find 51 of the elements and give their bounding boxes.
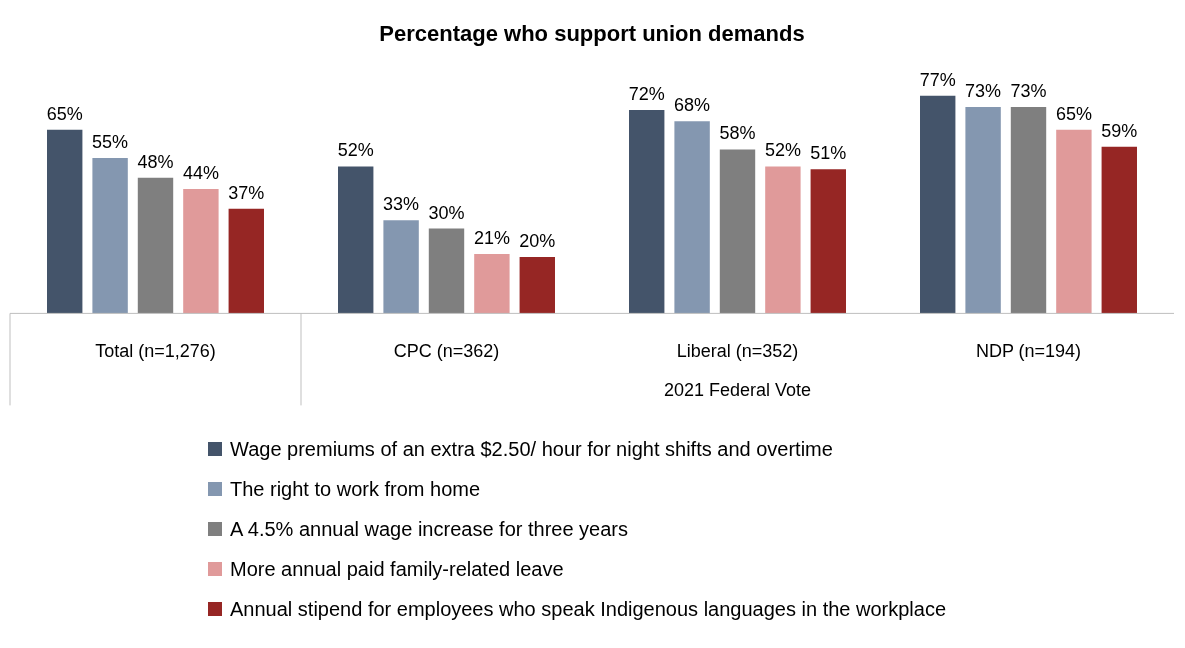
text: 2021 Federal Vote — [663, 380, 812, 401]
x-tick-label: Total (n=1,276) — [95, 341, 216, 362]
bar — [228, 208, 264, 314]
x-tick-label: Liberal (n=352) — [676, 341, 799, 362]
bar — [137, 177, 174, 314]
data-label: 52% — [764, 140, 801, 161]
legend-label: More annual paid family-related leave — [230, 557, 564, 581]
data-label: 51% — [810, 143, 847, 164]
data-label: 73% — [965, 81, 1002, 102]
legend-label: The right to work from home — [230, 477, 481, 501]
legend-label: A 4.5% annual wage increase for three years — [230, 517, 629, 541]
bar — [1101, 146, 1137, 314]
bar — [47, 129, 83, 314]
data-label: 59% — [1101, 120, 1138, 141]
legend-label: Wage premiums of an extra $2.50/ hour for night shifts and overtime — [230, 437, 833, 461]
data-label: 72% — [628, 83, 665, 104]
x-tick-label: CPC (n=362) — [393, 341, 500, 362]
bar — [338, 166, 374, 314]
data-label: 48% — [137, 151, 174, 172]
data-label: 21% — [473, 228, 510, 249]
bar — [428, 228, 465, 314]
data-label: 77% — [919, 69, 956, 90]
data-label: 68% — [674, 95, 711, 116]
data-label: 65% — [1055, 103, 1092, 124]
bar — [719, 149, 756, 314]
data-label: 55% — [92, 131, 129, 152]
data-label: 33% — [383, 194, 420, 215]
bar — [183, 189, 219, 314]
bar — [383, 220, 419, 314]
chart-title: Percentage who support union demands — [379, 21, 805, 47]
bar — [629, 109, 665, 314]
data-label: 30% — [428, 202, 465, 223]
data-label: 37% — [228, 182, 265, 203]
bar — [674, 121, 710, 314]
bar — [810, 169, 846, 314]
bar — [965, 107, 1001, 314]
data-label: 58% — [719, 123, 756, 144]
bar — [92, 157, 128, 314]
data-label: 65% — [46, 103, 83, 124]
data-label: 44% — [182, 163, 219, 184]
bar — [920, 95, 956, 314]
bar — [1056, 129, 1092, 314]
bar — [474, 254, 510, 314]
bar — [1010, 107, 1047, 314]
bar — [765, 166, 801, 314]
legend-label: Annual stipend for employees who speak Indigenous languages in the workplace — [230, 597, 947, 621]
x-tick-label: NDP (n=194) — [975, 341, 1082, 362]
bar — [519, 256, 555, 314]
data-label: 73% — [1010, 81, 1047, 102]
data-label: 52% — [337, 140, 374, 161]
data-label: 20% — [519, 230, 556, 251]
